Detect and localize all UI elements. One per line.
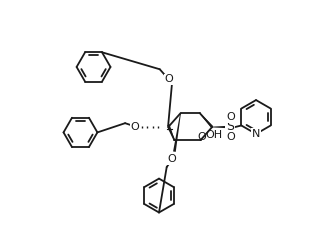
Text: S: S xyxy=(226,120,234,133)
Text: N: N xyxy=(252,129,260,139)
Text: O: O xyxy=(165,74,174,84)
Text: O: O xyxy=(130,122,139,132)
Text: OH: OH xyxy=(205,130,222,140)
Polygon shape xyxy=(167,124,175,140)
Polygon shape xyxy=(173,113,181,152)
Text: O: O xyxy=(226,112,235,122)
Text: O: O xyxy=(226,132,235,142)
Polygon shape xyxy=(212,126,231,128)
Text: O: O xyxy=(197,132,206,142)
Text: O: O xyxy=(168,154,176,164)
Polygon shape xyxy=(200,113,213,128)
